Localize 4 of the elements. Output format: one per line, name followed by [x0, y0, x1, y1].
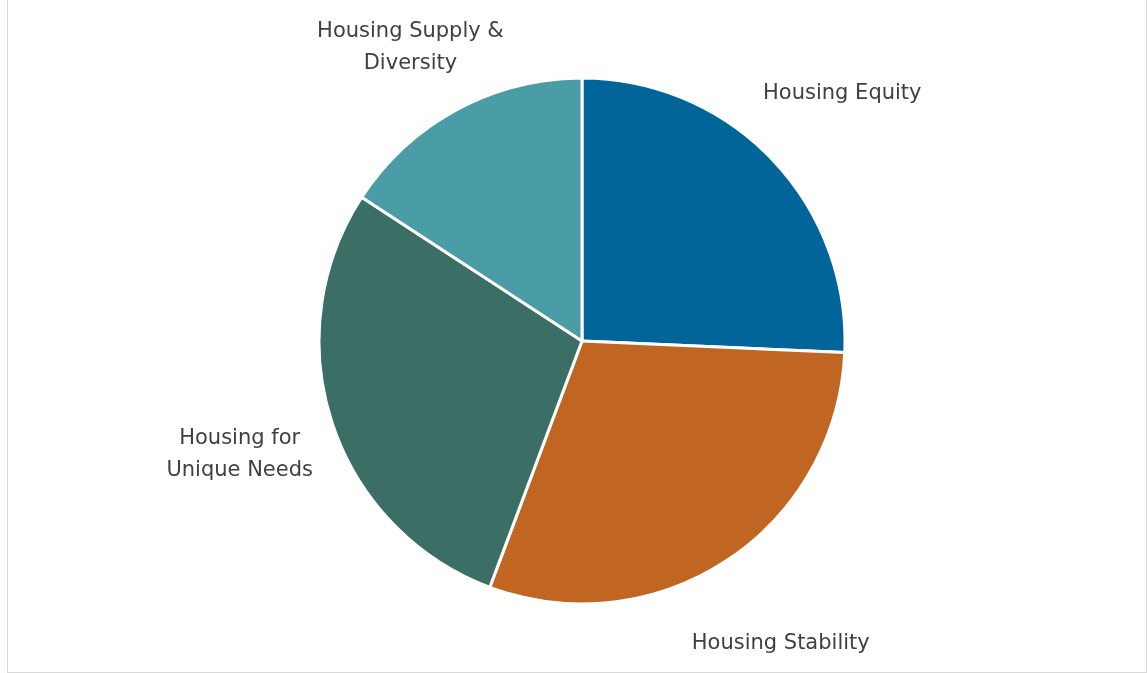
slice-label: Housing Supply & Diversity [317, 18, 504, 74]
slice-label: Housing Equity [763, 79, 922, 104]
slice-label: Housing Stability [691, 629, 870, 654]
slice-label: Housing for Unique Needs [166, 425, 313, 482]
